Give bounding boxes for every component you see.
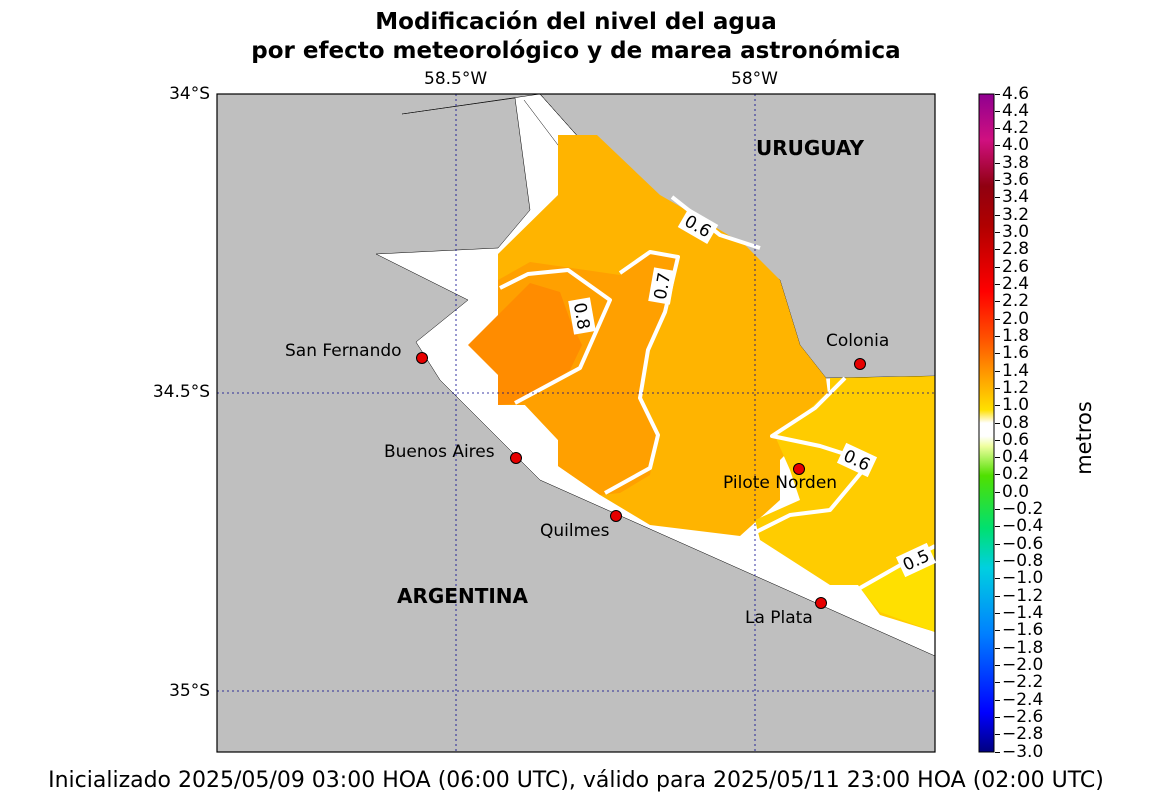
city-marker-san-fernando — [416, 352, 428, 364]
colorbar-tick-label: −1.6 — [994, 620, 1044, 641]
footer-validity-text: Inicializado 2025/05/09 03:00 HOA (06:00… — [48, 768, 1104, 793]
colorbar-tick-label: 2.8 — [994, 239, 1030, 260]
lon-label-58-5w: 58.5°W — [424, 69, 488, 89]
colorbar-tick-label: 1.6 — [994, 343, 1030, 364]
colorbar-tick-label: 1.8 — [994, 325, 1030, 346]
colorbar-tick-label: −2.0 — [994, 654, 1044, 675]
colorbar-label: metros — [1071, 401, 1096, 475]
colorbar-tick-label: 2.0 — [994, 308, 1030, 329]
colorbar-tick-label: 3.8 — [994, 152, 1030, 173]
map-title-line1: Modificación del nivel del agua — [375, 9, 777, 35]
colorbar-tick-label: −1.2 — [994, 585, 1044, 606]
city-marker-quilmes — [610, 510, 622, 522]
country-label-uruguay: URUGUAY — [756, 136, 864, 160]
colorbar-tick-label: −2.8 — [994, 724, 1044, 745]
colorbar-tick-label: 0.0 — [994, 481, 1030, 502]
colorbar-tick-label: −0.8 — [994, 551, 1044, 572]
colorbar-tick-label: 3.0 — [994, 222, 1030, 243]
city-label-buenos-aires: Buenos Aires — [384, 442, 495, 462]
colorbar-tick-label: 2.2 — [994, 291, 1030, 312]
colorbar-tick-label: −2.6 — [994, 706, 1044, 727]
contour-line-07-east — [604, 250, 680, 495]
country-label-argentina: ARGENTINA — [397, 584, 528, 608]
city-label-la-plata: La Plata — [745, 608, 813, 628]
colorbar-tick-label: −1.4 — [994, 602, 1044, 623]
city-marker-la-plata — [815, 597, 827, 609]
city-marker-colonia — [854, 358, 866, 370]
lon-label-58w: 58°W — [731, 69, 778, 89]
colorbar-tick-label: 4.6 — [994, 83, 1030, 104]
colorbar-tick-label: 3.4 — [994, 187, 1030, 208]
colorbar-tick-label: −3.0 — [994, 741, 1044, 762]
colorbar-tick-label: 4.2 — [994, 118, 1030, 139]
colorbar-tick-label: −2.2 — [994, 672, 1044, 693]
city-label-pilote-norden: Pilote Norden — [723, 473, 838, 493]
colorbar-tick-label: 1.4 — [994, 360, 1030, 381]
colorbar-tick-label: −1.8 — [994, 637, 1044, 658]
colorbar-tick-label: −1.0 — [994, 568, 1044, 589]
colorbar-tick-label: 3.6 — [994, 170, 1030, 191]
colorbar-tick-label: 4.4 — [994, 100, 1030, 121]
lat-label-34-5s: 34.5°S — [152, 382, 210, 402]
contour-label-07: 0.7 — [651, 271, 675, 301]
colorbar-tick-label: 0.8 — [994, 412, 1030, 433]
colorbar-tick-label: 2.4 — [994, 273, 1030, 294]
level-08-region — [468, 283, 582, 405]
colorbar-tick-label: 2.6 — [994, 256, 1030, 277]
colorbar-tick-label: 3.2 — [994, 204, 1030, 225]
colorbar-tick-label: −0.4 — [994, 516, 1044, 537]
city-label-quilmes: Quilmes — [540, 521, 610, 541]
colorbar-tick-label: −0.2 — [994, 499, 1044, 520]
lat-label-34s: 34°S — [169, 84, 210, 104]
city-label-colonia: Colonia — [826, 331, 890, 351]
city-marker-buenos-aires — [510, 452, 522, 464]
map-frame — [216, 93, 936, 753]
colorbar-tick-label: 0.2 — [994, 464, 1030, 485]
colorbar-tick-label: 1.2 — [994, 377, 1030, 398]
colorbar-tick-label: 0.6 — [994, 429, 1030, 450]
colorbar-tick-label: 4.0 — [994, 135, 1030, 156]
colorbar-tick-label: −0.6 — [994, 533, 1044, 554]
colorbar — [978, 93, 995, 753]
city-marker-pilote-norden — [793, 463, 805, 475]
contour-line-07 — [499, 268, 612, 405]
colorbar-tick-label: −2.4 — [994, 689, 1044, 710]
map-title-line2: por efecto meteorológico y de marea astr… — [251, 38, 901, 64]
colorbar-tick-label: 1.0 — [994, 395, 1030, 416]
lat-label-35s: 35°S — [169, 681, 210, 701]
colorbar-tick-label: 0.4 — [994, 447, 1030, 468]
contour-label-08: 0.8 — [569, 301, 593, 331]
city-label-san-fernando: San Fernando — [285, 341, 402, 361]
